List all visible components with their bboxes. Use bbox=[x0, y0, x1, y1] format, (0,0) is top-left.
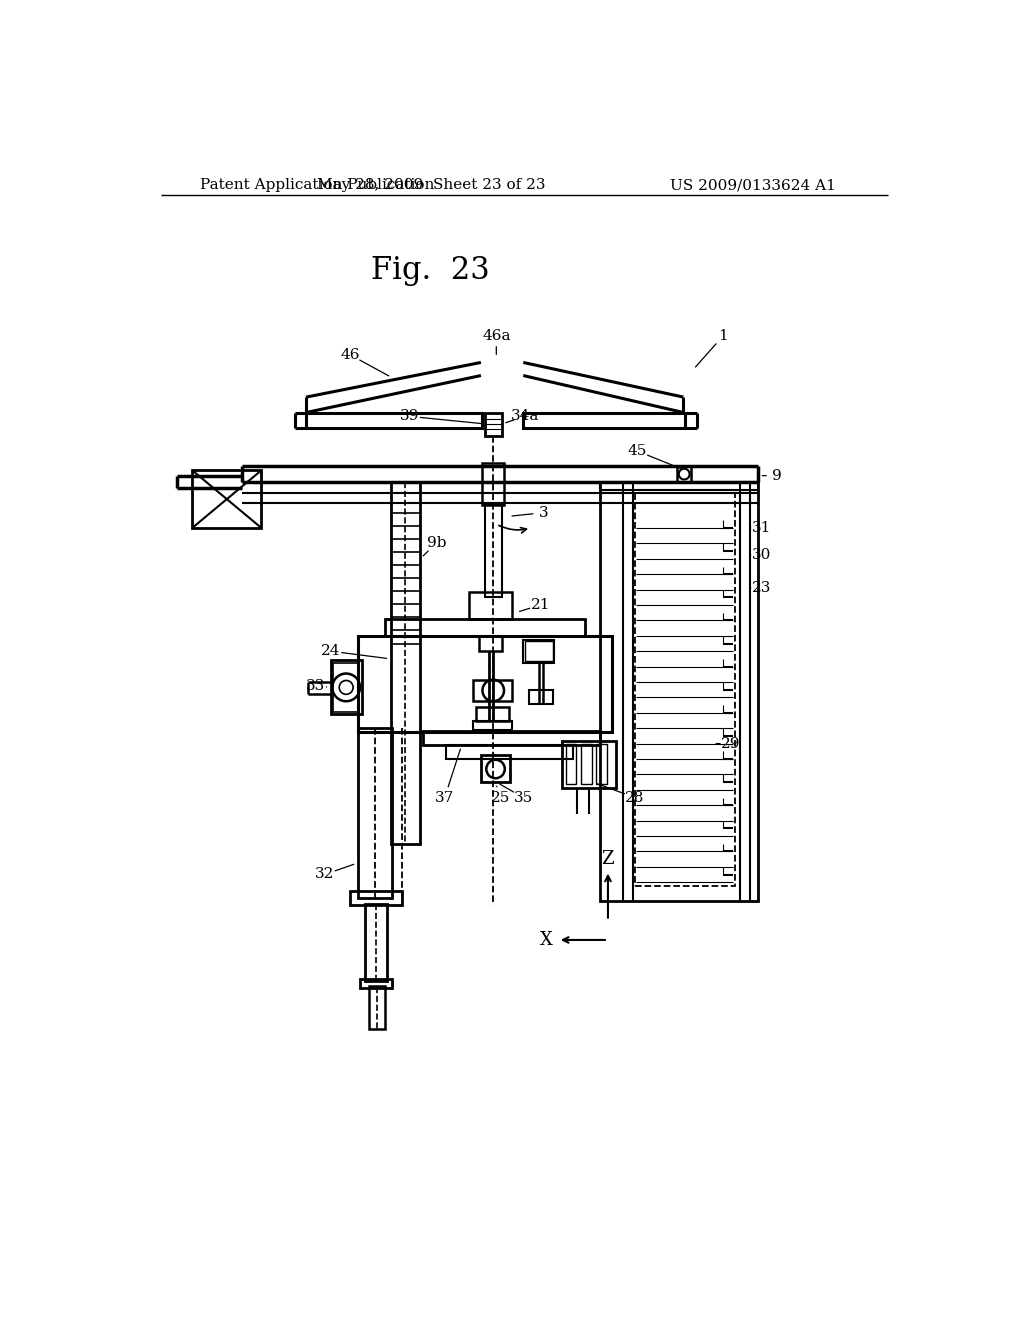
Text: 35: 35 bbox=[514, 791, 532, 804]
Text: 29: 29 bbox=[722, 737, 741, 751]
Text: 33: 33 bbox=[306, 678, 325, 693]
Bar bbox=[469, 591, 512, 619]
Text: 9b: 9b bbox=[427, 536, 446, 550]
Bar bbox=[350, 891, 402, 906]
Bar bbox=[193, 470, 261, 528]
Text: 46: 46 bbox=[340, 347, 359, 362]
Bar bbox=[333, 663, 359, 711]
Bar bbox=[473, 721, 512, 730]
Text: 21: 21 bbox=[530, 598, 550, 612]
Bar bbox=[360, 979, 392, 989]
Text: 39: 39 bbox=[399, 409, 419, 424]
Text: Z: Z bbox=[602, 850, 614, 869]
Bar bbox=[600, 482, 758, 902]
Bar bbox=[385, 619, 585, 636]
Bar bbox=[366, 904, 387, 981]
Text: 30: 30 bbox=[753, 548, 772, 562]
Text: Patent Application Publication: Patent Application Publication bbox=[200, 178, 434, 193]
Bar bbox=[391, 482, 420, 843]
Bar bbox=[423, 731, 600, 744]
Bar bbox=[484, 413, 502, 436]
Bar bbox=[596, 744, 607, 784]
Bar bbox=[524, 642, 553, 661]
Bar bbox=[357, 636, 611, 733]
Text: 28: 28 bbox=[626, 791, 644, 804]
Bar bbox=[677, 466, 691, 482]
Text: 9: 9 bbox=[772, 469, 782, 483]
Bar bbox=[600, 482, 758, 490]
Bar bbox=[562, 741, 615, 788]
Text: X: X bbox=[540, 931, 553, 949]
Bar bbox=[484, 506, 502, 598]
Text: 32: 32 bbox=[315, 867, 334, 882]
Bar bbox=[482, 462, 504, 506]
Text: US 2009/0133624 A1: US 2009/0133624 A1 bbox=[670, 178, 836, 193]
Bar bbox=[331, 660, 361, 714]
Bar bbox=[481, 755, 510, 781]
Bar bbox=[581, 744, 592, 784]
Bar bbox=[357, 729, 392, 898]
Bar bbox=[523, 640, 554, 663]
Text: Fig.  23: Fig. 23 bbox=[372, 255, 490, 285]
Bar bbox=[635, 494, 735, 886]
Text: 1: 1 bbox=[719, 329, 728, 342]
Bar bbox=[370, 986, 385, 1028]
Bar bbox=[529, 689, 553, 704]
Text: 23: 23 bbox=[753, 581, 772, 595]
Text: 46a: 46a bbox=[482, 329, 511, 342]
Bar bbox=[473, 680, 512, 701]
Text: 25: 25 bbox=[490, 791, 510, 804]
Text: 34a: 34a bbox=[511, 409, 539, 424]
Bar bbox=[306, 413, 481, 428]
Text: 31: 31 bbox=[753, 521, 772, 535]
Bar bbox=[475, 706, 509, 721]
Text: May 28, 2009  Sheet 23 of 23: May 28, 2009 Sheet 23 of 23 bbox=[316, 178, 545, 193]
Text: 45: 45 bbox=[628, 444, 647, 458]
Bar bbox=[523, 413, 685, 428]
Bar bbox=[479, 636, 503, 651]
Bar bbox=[446, 744, 573, 759]
Text: 37: 37 bbox=[435, 791, 455, 804]
Bar bbox=[565, 744, 577, 784]
Text: 3: 3 bbox=[540, 506, 549, 520]
Text: 24: 24 bbox=[321, 644, 341, 659]
